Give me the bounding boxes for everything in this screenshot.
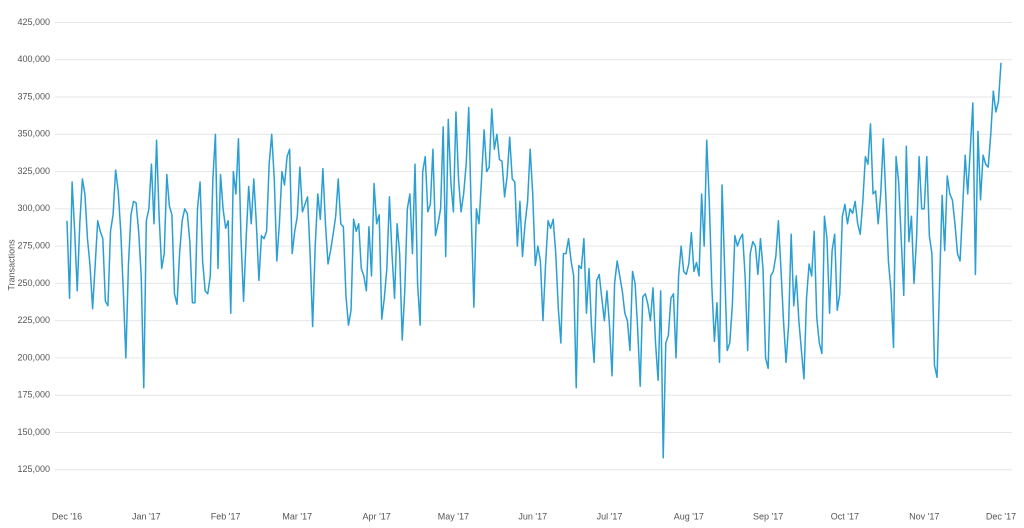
y-tick-label: 325,000 bbox=[17, 166, 50, 176]
x-tick-label: Apr '17 bbox=[363, 511, 391, 521]
x-tick-label: Feb '17 bbox=[211, 511, 241, 521]
x-tick-label: Mar '17 bbox=[282, 511, 312, 521]
x-tick-label: Jan '17 bbox=[132, 511, 161, 521]
x-tick-label: Jun '17 bbox=[518, 511, 547, 521]
x-tick-label: Nov '17 bbox=[909, 511, 939, 521]
y-tick-label: 425,000 bbox=[17, 17, 50, 27]
y-tick-label: 150,000 bbox=[17, 427, 50, 437]
y-tick-label: 125,000 bbox=[17, 464, 50, 474]
y-tick-label: 375,000 bbox=[17, 91, 50, 101]
x-tick-label: Sep '17 bbox=[753, 511, 783, 521]
x-tick-label: Aug '17 bbox=[674, 511, 704, 521]
y-tick-label: 275,000 bbox=[17, 240, 50, 250]
y-tick-label: 400,000 bbox=[17, 54, 50, 64]
y-tick-label: 300,000 bbox=[17, 203, 50, 213]
y-tick-label: 250,000 bbox=[17, 278, 50, 288]
y-tick-label: 200,000 bbox=[17, 352, 50, 362]
y-tick-label: 175,000 bbox=[17, 390, 50, 400]
line bbox=[66, 62, 1002, 459]
x-tick-label: Oct '17 bbox=[831, 511, 859, 521]
x-tick-label: Dec '17 bbox=[986, 511, 1016, 521]
y-tick-label: 225,000 bbox=[17, 315, 50, 325]
y-axis-label: Transactions bbox=[6, 239, 16, 291]
x-tick-label: Dec '16 bbox=[52, 511, 82, 521]
x-tick-label: May '17 bbox=[438, 511, 469, 521]
y-tick-label: 350,000 bbox=[17, 129, 50, 139]
x-tick-label: Jul '17 bbox=[597, 511, 623, 521]
